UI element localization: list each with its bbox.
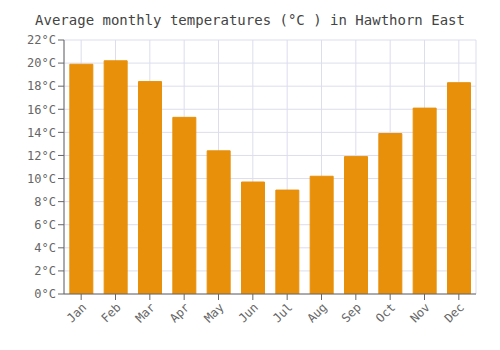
- svg-text:Sep: Sep: [339, 300, 364, 325]
- svg-text:Jan: Jan: [64, 300, 89, 325]
- svg-text:Oct: Oct: [373, 300, 398, 325]
- svg-text:Nov: Nov: [407, 300, 432, 325]
- svg-text:Jun: Jun: [236, 300, 261, 325]
- svg-text:Feb: Feb: [98, 300, 123, 325]
- svg-text:Apr: Apr: [167, 300, 192, 325]
- svg-text:2°C: 2°C: [34, 264, 56, 278]
- svg-text:20°C: 20°C: [27, 56, 56, 70]
- svg-text:Jul: Jul: [270, 300, 295, 325]
- html-text:Average monthly temperatures (: Average monthly temperatures (°C ) in Ha…: [35, 12, 465, 28]
- svg-text:Mar: Mar: [133, 300, 158, 325]
- svg-text:Aug: Aug: [304, 300, 329, 325]
- svg-text:8°C: 8°C: [34, 195, 56, 209]
- svg-text:12°C: 12°C: [27, 149, 56, 163]
- svg-text:Dec: Dec: [442, 300, 467, 325]
- svg-text:18°C: 18°C: [27, 79, 56, 93]
- svg-text:May: May: [201, 300, 226, 325]
- svg-text:6°C: 6°C: [34, 218, 56, 232]
- svg-text:14°C: 14°C: [27, 126, 56, 140]
- svg-text:10°C: 10°C: [27, 172, 56, 186]
- svg-text:4°C: 4°C: [34, 241, 56, 255]
- svg-text:16°C: 16°C: [27, 103, 56, 117]
- svg-text:22°C: 22°C: [27, 33, 56, 47]
- svg-text:0°C: 0°C: [34, 287, 56, 301]
